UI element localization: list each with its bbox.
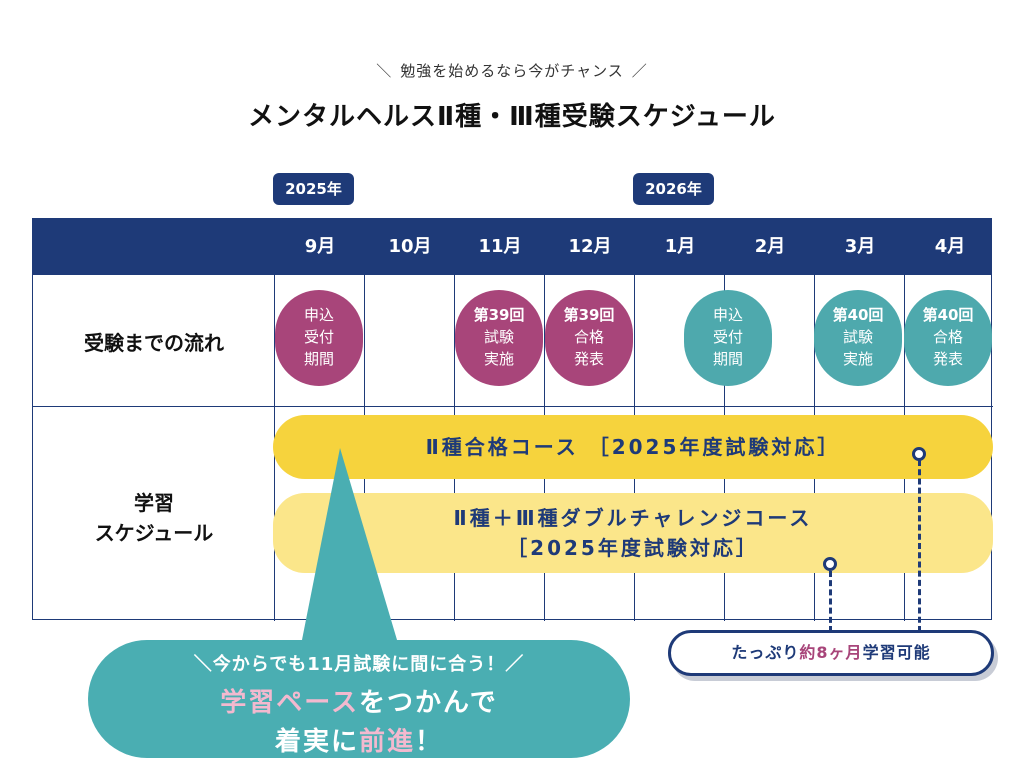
page-title: メンタルヘルスⅡ種・Ⅲ種受験スケジュール: [248, 102, 776, 132]
tagline: ＼ 勉強を始めるなら今がチャンス／: [376, 62, 648, 80]
event-application-2025: 申込 受付 期間: [275, 290, 363, 386]
event-result-39: 第39回 合格 発表: [545, 290, 633, 386]
row-label-schedule-1: 学習: [134, 491, 174, 515]
grid-line: [274, 219, 275, 621]
course-bar-type2: Ⅱ種合格コース ［2025年度試験対応］: [273, 415, 993, 479]
callout-line-1: ＼今からでも11月試験に間に合う！／: [193, 654, 525, 675]
event-exam-39: 第39回 試験 実施: [455, 290, 543, 386]
connector-line-2: [829, 571, 832, 632]
event-exam-40: 第40回 試験 実施: [814, 290, 902, 386]
table-header: 9月 10月 11月 12月 1月 2月 3月 4月: [33, 219, 991, 275]
callout-line-3: 着実に前進！: [274, 727, 444, 757]
connector-line-1: [918, 460, 921, 632]
study-duration-note: たっぷり約8ヶ月学習可能: [668, 630, 994, 676]
row-label-schedule-2: スケジュール: [94, 521, 214, 545]
month-header-feb: 2月: [754, 236, 786, 257]
month-header-mar: 3月: [844, 236, 876, 257]
callout-bubble: ＼今からでも11月試験に間に合う！／ 学習ペースをつかんで 着実に前進！: [88, 640, 630, 758]
connector-dot-1: [912, 447, 926, 461]
row-divider: [33, 406, 993, 407]
year-badge-2025: 2025年: [273, 173, 354, 205]
callout-line-2: 学習ペースをつかんで: [220, 688, 498, 718]
month-header-jan: 1月: [664, 236, 696, 257]
year-badge-2026: 2026年: [633, 173, 714, 205]
course-bar-double: Ⅱ種＋Ⅲ種ダブルチャレンジコース ［2025年度試験対応］: [273, 493, 993, 573]
month-header-sep: 9月: [304, 236, 336, 257]
connector-dot-2: [823, 557, 837, 571]
month-header-apr: 4月: [934, 236, 966, 257]
event-result-40: 第40回 合格 発表: [904, 290, 992, 386]
month-header-dec: 12月: [568, 236, 612, 257]
month-header-oct: 10月: [388, 236, 432, 257]
event-application-2026: 申込 受付 期間: [684, 290, 772, 386]
row-label-flow: 受験までの流れ: [84, 331, 224, 355]
month-header-nov: 11月: [478, 236, 522, 257]
